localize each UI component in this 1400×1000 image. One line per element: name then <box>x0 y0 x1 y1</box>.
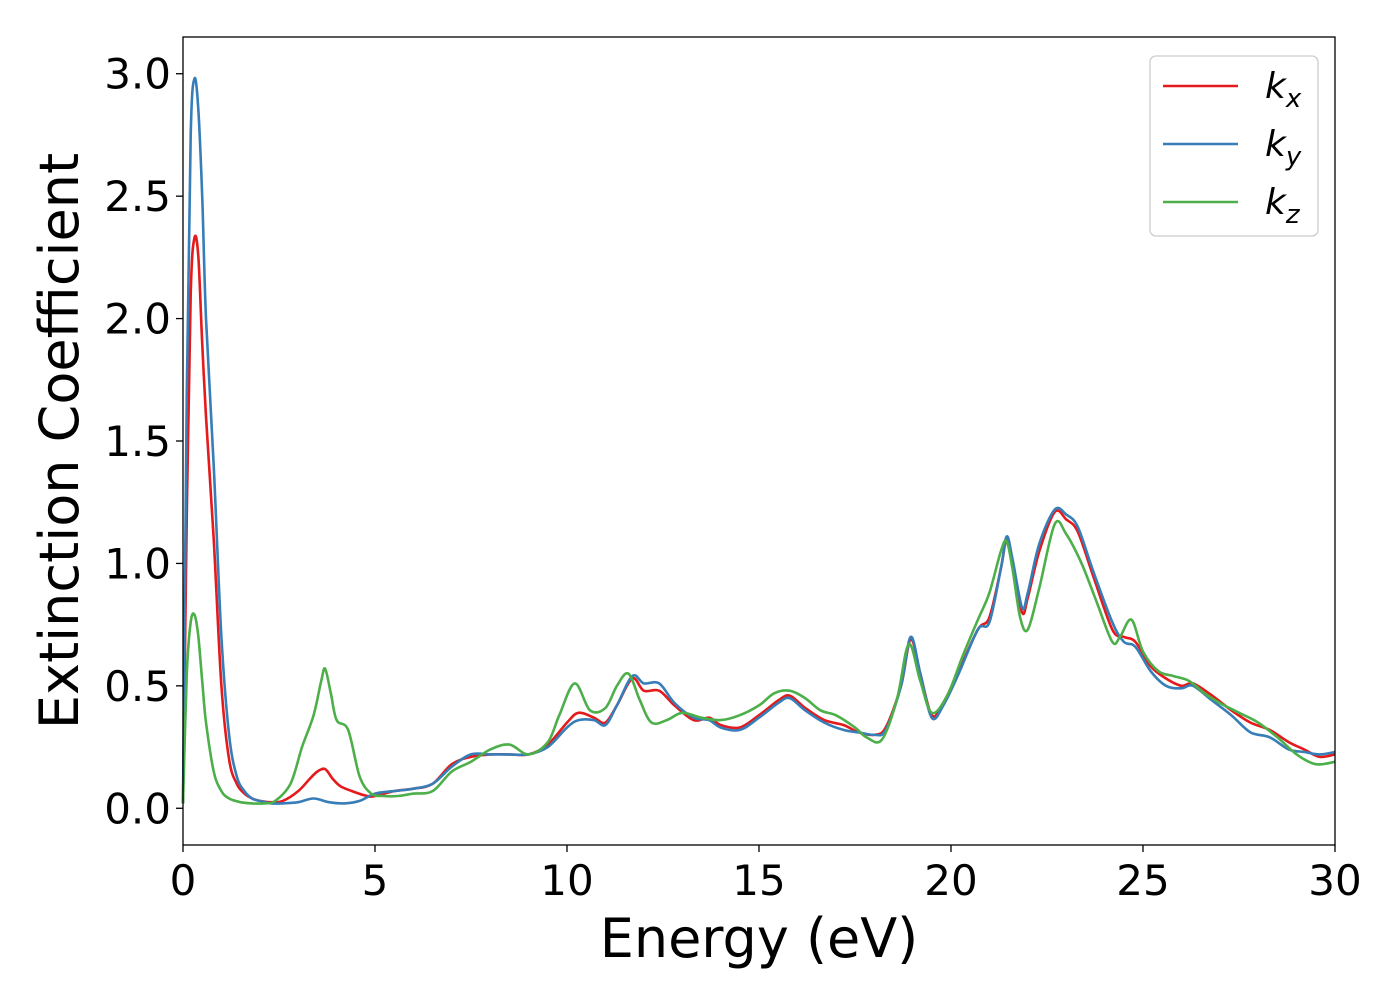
legend-label-x: kx <box>1265 66 1302 114</box>
y-tick-label: 2.5 <box>104 172 171 221</box>
series-layer <box>181 76 1336 805</box>
x-tick-label: 10 <box>540 856 593 905</box>
legend-box <box>1149 55 1319 237</box>
x-axis: 0 5 10 15 20 25 30 <box>170 845 1362 905</box>
y-tick-label: 3.0 <box>104 50 171 99</box>
y-tick-label: 0.0 <box>104 784 171 833</box>
x-tick-label: 5 <box>362 856 389 905</box>
legend-label-z: kz <box>1265 182 1301 230</box>
y-axis: 0.0 0.5 1.0 1.5 2.0 2.5 3.0 <box>104 50 183 833</box>
y-axis-label: Extinction Coefficient <box>28 153 91 729</box>
y-tick-label: 0.5 <box>104 662 171 711</box>
x-tick-label: 0 <box>170 856 197 905</box>
x-tick-label: 15 <box>732 856 785 905</box>
legend-label-y: ky <box>1265 124 1302 172</box>
x-tick-label: 30 <box>1308 856 1361 905</box>
y-tick-label: 2.0 <box>104 295 171 344</box>
legend: kx ky kz <box>1149 55 1319 237</box>
y-tick-label: 1.0 <box>104 539 171 588</box>
y-tick-label: 1.5 <box>104 417 171 466</box>
x-axis-label: Energy (eV) <box>600 907 919 970</box>
x-tick-label: 20 <box>924 856 977 905</box>
series-line-y <box>181 76 1336 805</box>
series-line-z <box>181 519 1336 805</box>
x-tick-label: 25 <box>1116 856 1169 905</box>
